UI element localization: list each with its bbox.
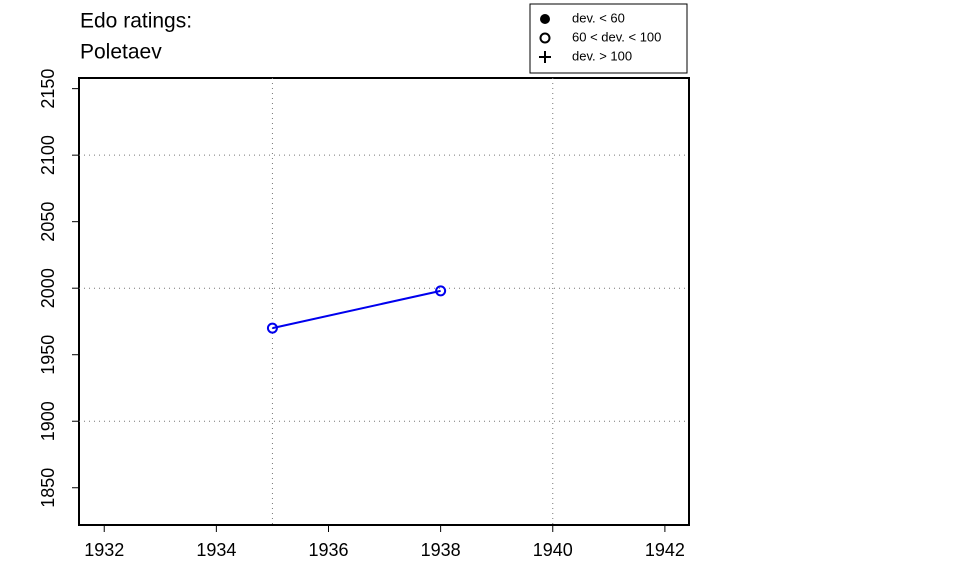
legend-label: 60 < dev. < 100 (572, 29, 661, 44)
data-point (435, 285, 447, 297)
chart-subtitle: Poletaev (80, 41, 162, 64)
x-tick-label: 1942 (645, 540, 685, 560)
y-tick-label: 1950 (38, 335, 58, 375)
legend-symbol (540, 14, 550, 24)
y-tick-label: 2100 (38, 135, 58, 175)
y-tick-label: 2000 (38, 268, 58, 308)
x-tick-label: 1940 (533, 540, 573, 560)
y-tick-label: 1900 (38, 401, 58, 441)
x-tick-label: 1934 (196, 540, 236, 560)
legend-box (529, 3, 688, 74)
legend-label: dev. < 60 (572, 10, 625, 25)
x-tick-label: 1932 (84, 540, 124, 560)
series-line (272, 289, 441, 330)
legend-label: dev. > 100 (572, 48, 632, 63)
y-tick-label: 2150 (38, 69, 58, 109)
legend-symbol (539, 32, 551, 44)
x-tick-label: 1936 (308, 540, 348, 560)
data-point (266, 322, 278, 334)
plot-frame (78, 77, 690, 526)
y-tick-label: 1850 (38, 468, 58, 508)
y-tick-label: 2050 (38, 202, 58, 242)
chart-title: Edo ratings: (80, 10, 192, 33)
legend-symbol (539, 51, 551, 63)
x-tick-label: 1938 (421, 540, 461, 560)
